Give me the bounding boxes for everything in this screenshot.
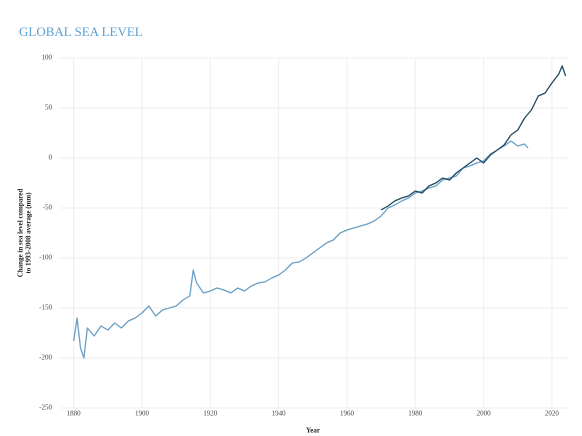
- data-line: [380, 65, 567, 211]
- y-axis-label: Change in sea level compared: [17, 189, 25, 278]
- y-tick-label: -250: [39, 404, 52, 412]
- y-tick-label: 50: [45, 104, 53, 112]
- y-tick-label: -200: [39, 354, 52, 362]
- x-tick-label: 2020: [545, 410, 560, 418]
- x-tick-label: 1920: [203, 410, 218, 418]
- x-tick-label: 1960: [340, 410, 355, 418]
- y-tick-label: -50: [43, 204, 53, 212]
- y-axis-label: to 1993-2008 average (mm): [25, 192, 33, 274]
- chart-title: GLOBAL SEA LEVEL: [19, 24, 143, 39]
- y-tick-label: -100: [39, 254, 52, 262]
- x-tick-label: 1980: [408, 410, 423, 418]
- y-tick-label: 0: [49, 154, 53, 162]
- y-tick-label: -150: [39, 304, 52, 312]
- x-tick-label: 1940: [272, 410, 287, 418]
- x-tick-label: 2000: [477, 410, 492, 418]
- y-tick-label: 100: [42, 54, 53, 62]
- x-axis-label: Year: [306, 427, 320, 435]
- x-tick-label: 1880: [67, 410, 82, 418]
- x-tick-label: 1900: [135, 410, 150, 418]
